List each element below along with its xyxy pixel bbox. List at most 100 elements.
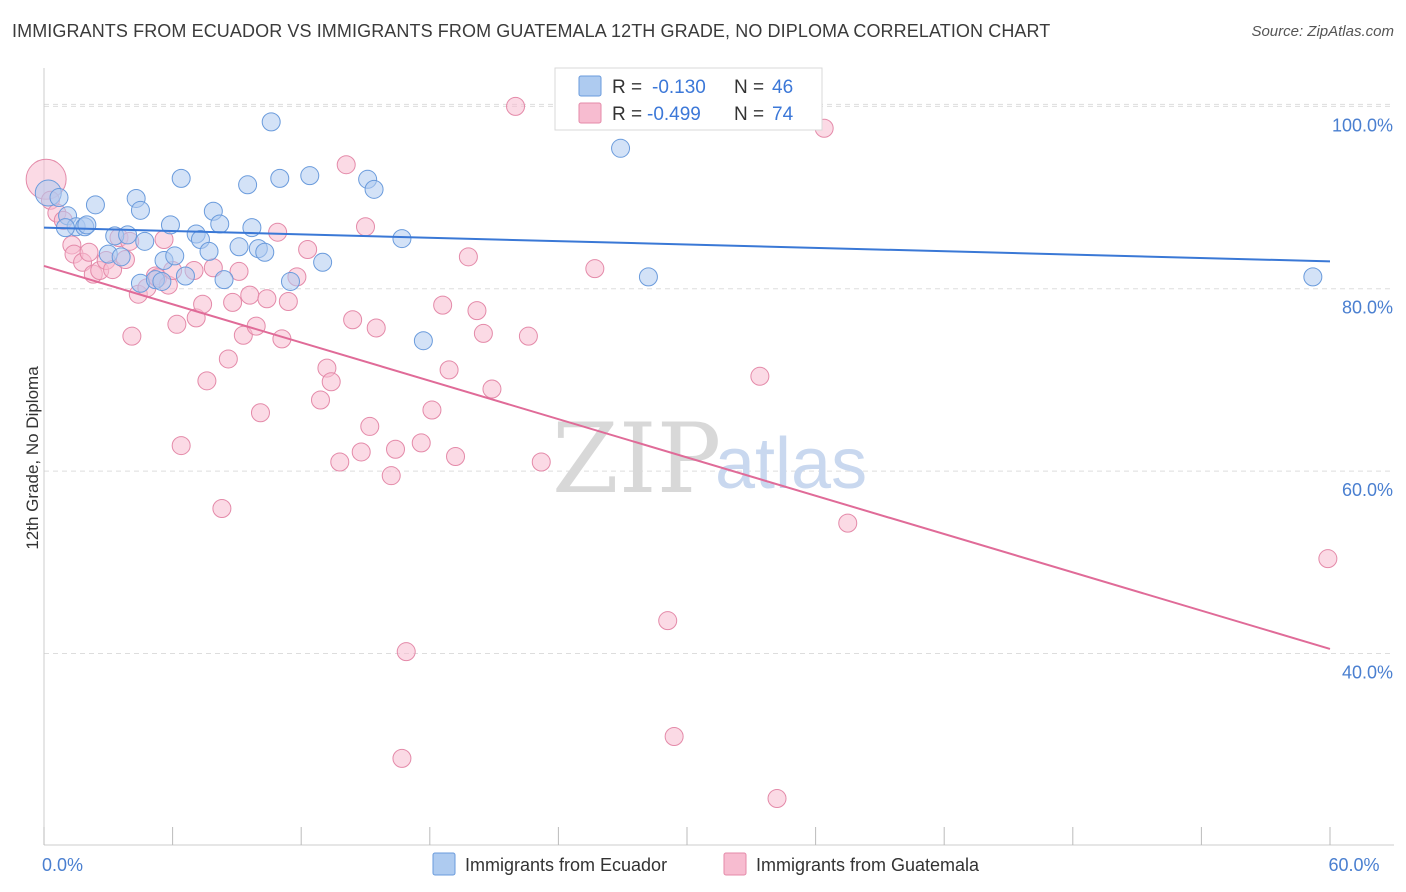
guatemala-point	[392, 748, 412, 768]
y-axis-label: 12th Grade, No Diploma	[23, 366, 42, 550]
legend-swatch-guatemala	[578, 102, 602, 124]
ecuador-point	[413, 331, 433, 351]
legend-r-label-ecuador: R =	[612, 77, 642, 98]
legend-r-label-guatemala: R =	[612, 104, 642, 125]
legend-n-label-ecuador: N =	[734, 77, 764, 98]
bottom-legend-label-ecuador: Immigrants from Ecuador	[465, 855, 667, 875]
ecuador-point	[313, 252, 333, 272]
ecuador-point	[171, 168, 191, 188]
guatemala-point	[268, 222, 288, 242]
guatemala-point	[658, 611, 678, 631]
legend-r-value-ecuador: -0.130	[652, 77, 706, 98]
ecuador-point	[130, 200, 150, 220]
guatemala-point	[240, 285, 260, 305]
ecuador-point	[118, 225, 138, 245]
guatemala-point	[167, 314, 187, 334]
ecuador-point	[175, 266, 195, 286]
guatemala-point	[298, 240, 318, 260]
guatemala-point	[223, 292, 243, 312]
guatemala-point	[212, 499, 232, 519]
guatemala-point	[246, 316, 266, 336]
ecuador-point	[135, 231, 155, 251]
x-tick-label: 60.0%	[1328, 855, 1379, 875]
watermark-atlas: atlas	[715, 424, 867, 504]
watermark-zip: ZIP	[552, 403, 721, 515]
guatemala-point	[250, 403, 270, 423]
guatemala-point	[197, 371, 217, 391]
bottom-legend-swatch-guatemala	[723, 852, 747, 876]
y-tick-labels: 100.0% 80.0% 60.0% 40.0%	[1332, 115, 1393, 682]
trend-lines	[43, 226, 1331, 650]
guatemala-point	[446, 447, 466, 467]
legend-r-value-guatemala: -0.499	[647, 104, 701, 125]
legend-box: R = -0.130 N = 46 R = -0.499 N = 74	[554, 67, 823, 131]
ecuador-point	[300, 166, 320, 186]
guatemala-point	[458, 247, 478, 267]
guatemala-point	[750, 366, 770, 386]
guatemala-point	[122, 326, 142, 346]
guatemala-point	[257, 289, 277, 309]
guatemala-point	[366, 318, 386, 338]
guatemala-point	[411, 433, 431, 453]
ecuador-point	[229, 237, 249, 257]
ecuador-point	[160, 215, 180, 235]
guatemala-point	[664, 726, 684, 746]
ecuador-point	[165, 246, 185, 266]
guatemala-point	[336, 155, 356, 175]
guatemala-point	[473, 323, 493, 343]
bottom-legend: Immigrants from Ecuador Immigrants from …	[432, 852, 980, 876]
ecuador-point	[392, 229, 412, 249]
y-tick-label: 100.0%	[1332, 115, 1393, 135]
guatemala-point	[171, 436, 191, 456]
ecuador-point	[1303, 267, 1323, 287]
x-tick-labels: 0.0% 60.0%	[42, 855, 1380, 875]
guatemala-point	[482, 379, 502, 399]
guatemala-point	[506, 96, 526, 116]
ecuador-point	[214, 270, 234, 290]
bottom-legend-label-guatemala: Immigrants from Guatemala	[756, 855, 980, 875]
ecuador-point	[611, 138, 631, 158]
ecuador-point	[270, 168, 290, 188]
guatemala-point	[79, 242, 99, 262]
bottom-legend-swatch-ecuador	[432, 852, 456, 876]
watermark: ZIP atlas	[552, 403, 867, 515]
trend-line-ecuador	[43, 226, 1331, 263]
guatemala-point	[218, 349, 238, 369]
guatemala-point	[330, 452, 350, 472]
guatemala-point	[310, 390, 330, 410]
guatemala-point	[321, 372, 341, 392]
ecuador-point	[255, 242, 275, 262]
ecuador-point	[638, 267, 658, 287]
chart-source: Source: ZipAtlas.com	[1251, 23, 1394, 40]
guatemala-point	[585, 259, 605, 279]
ecuador-point	[210, 214, 230, 234]
guatemala-point	[467, 301, 487, 321]
guatemala-point	[343, 310, 363, 330]
chart-title: IMMIGRANTS FROM ECUADOR VS IMMIGRANTS FR…	[12, 21, 1051, 41]
legend-n-value-ecuador: 46	[772, 77, 793, 98]
guatemala-point	[1318, 549, 1338, 569]
y-tick-label: 60.0%	[1342, 480, 1393, 500]
ecuador-point	[85, 195, 105, 215]
legend-n-label-guatemala: N =	[734, 104, 764, 125]
guatemala-point	[351, 442, 371, 462]
guatemala-point	[381, 466, 401, 486]
ecuador-point	[238, 175, 258, 195]
guatemala-point	[422, 400, 442, 420]
ecuador-point	[261, 112, 281, 132]
guatemala-point	[396, 642, 416, 662]
legend-swatch-ecuador	[578, 75, 602, 97]
guatemala-point	[518, 326, 538, 346]
x-tick-label: 0.0%	[42, 855, 83, 875]
guatemala-point	[531, 452, 551, 472]
guatemala-point	[433, 295, 453, 315]
ecuador-point	[199, 241, 219, 261]
trend-line-guatemala	[43, 264, 1331, 650]
y-tick-label: 80.0%	[1342, 298, 1393, 318]
ecuador-point	[49, 188, 69, 208]
guatemala-point	[386, 439, 406, 459]
series-ecuador-points	[34, 112, 1323, 351]
ecuador-point	[77, 215, 97, 235]
ecuador-point	[111, 247, 131, 267]
